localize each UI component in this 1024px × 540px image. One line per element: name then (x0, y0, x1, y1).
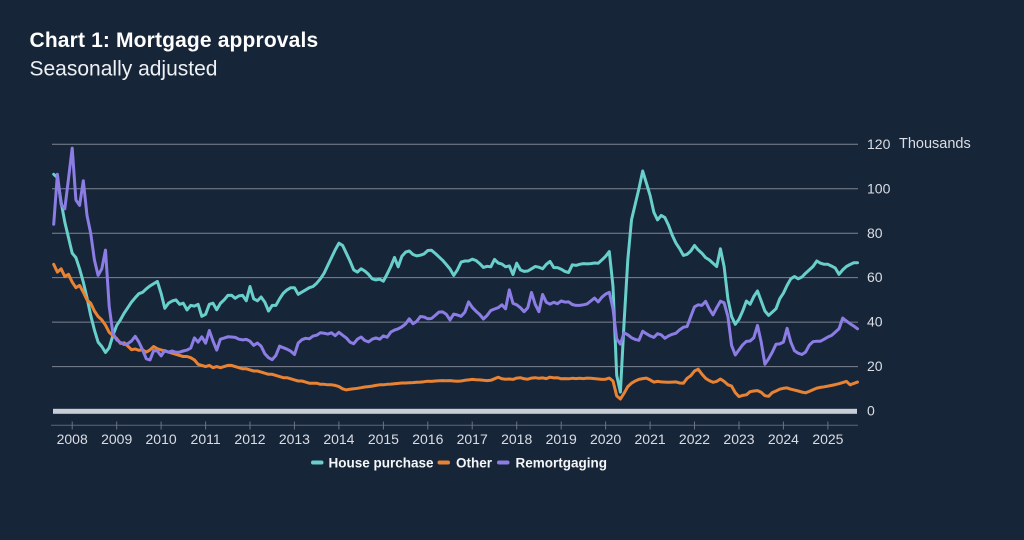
svg-text:2016: 2016 (412, 431, 443, 447)
svg-text:0: 0 (867, 403, 875, 419)
svg-text:2017: 2017 (457, 431, 488, 447)
svg-text:60: 60 (867, 269, 883, 285)
svg-text:2008: 2008 (57, 431, 88, 447)
svg-text:2009: 2009 (101, 431, 132, 447)
svg-text:2015: 2015 (368, 431, 399, 447)
svg-text:2021: 2021 (635, 431, 666, 447)
svg-text:2025: 2025 (812, 431, 843, 447)
svg-text:2011: 2011 (191, 431, 221, 447)
svg-text:2018: 2018 (501, 431, 532, 447)
svg-text:2023: 2023 (723, 431, 754, 447)
svg-text:Other: Other (456, 456, 493, 471)
svg-text:120: 120 (867, 136, 891, 152)
svg-text:Thousands: Thousands (899, 136, 971, 152)
svg-text:100: 100 (867, 180, 891, 196)
svg-text:Chart 1: Mortgage approvals: Chart 1: Mortgage approvals (30, 29, 319, 52)
svg-text:80: 80 (867, 225, 883, 241)
svg-text:2012: 2012 (234, 431, 265, 447)
svg-text:2022: 2022 (679, 431, 710, 447)
svg-text:2019: 2019 (546, 431, 577, 447)
svg-text:House purchase: House purchase (329, 456, 435, 471)
svg-text:40: 40 (867, 314, 883, 330)
svg-text:2010: 2010 (146, 431, 177, 447)
svg-text:Seasonally adjusted: Seasonally adjusted (30, 58, 218, 81)
svg-text:Remortgaging: Remortgaging (516, 456, 608, 471)
svg-text:2020: 2020 (590, 431, 621, 447)
svg-text:2024: 2024 (768, 431, 799, 447)
svg-text:20: 20 (867, 358, 883, 374)
svg-text:2013: 2013 (279, 431, 310, 447)
svg-text:2014: 2014 (323, 431, 354, 447)
